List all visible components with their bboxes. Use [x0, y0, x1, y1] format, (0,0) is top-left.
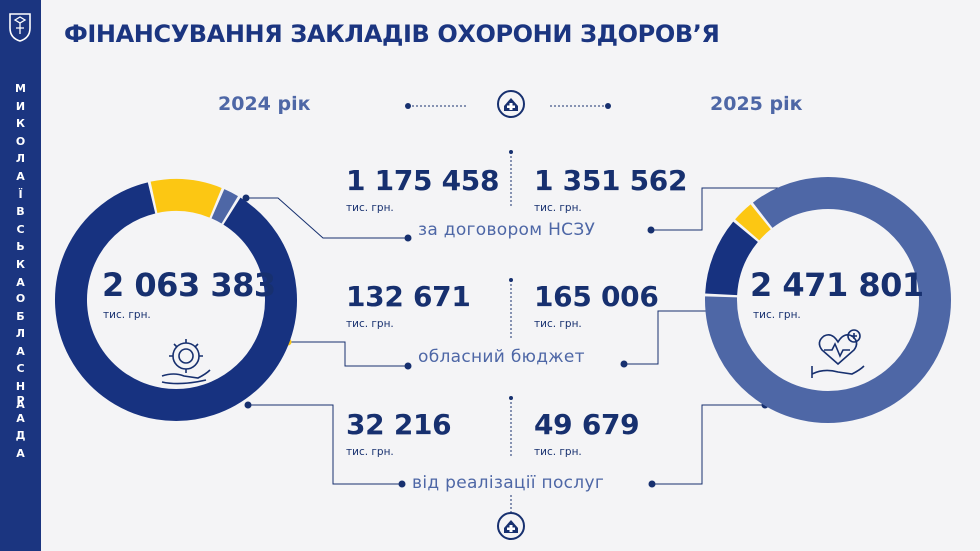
sidebar-letter: Р — [16, 394, 25, 407]
total-2024: 2 063 383 — [102, 266, 276, 304]
donut-2024 — [55, 179, 297, 421]
sidebar-letter: Д — [15, 429, 26, 443]
unit-2024-oblast: тис. грн. — [346, 318, 394, 330]
total-2025: 2 471 801 — [750, 266, 924, 304]
sidebar-letter: К — [16, 257, 25, 271]
sidebar-letter: С — [16, 222, 25, 236]
value-2024-oblast: 132 671 — [346, 280, 471, 313]
unit-2025-oblast: тис. грн. — [534, 318, 582, 330]
value-2025-oblast: 165 006 — [534, 280, 659, 313]
unit-2024-services: тис. грн. — [346, 446, 394, 458]
sidebar-letter: Б — [16, 309, 25, 323]
unit-2024-nszu: тис. грн. — [346, 202, 394, 214]
donut-2025-nszu-segment — [705, 177, 951, 423]
value-2025-services: 49 679 — [534, 408, 640, 441]
sidebar-letter: В — [16, 205, 25, 219]
donut-2024-services-segment — [211, 189, 238, 224]
donut-2024-oblast-segment — [150, 179, 222, 218]
sidebar-letter: А — [16, 411, 25, 425]
donut-2024-nszu-segment — [55, 182, 297, 421]
sidebar-letter: А — [16, 344, 25, 358]
sidebar-letter: С — [16, 362, 25, 376]
coat-of-arms-icon — [9, 13, 31, 42]
donut-2025 — [705, 177, 951, 423]
value-2024-nszu: 1 175 458 — [346, 164, 500, 197]
year-label-right: 2025 рік — [710, 93, 803, 115]
total-2024-unit: тис. грн. — [103, 309, 151, 321]
sidebar-letter: М — [15, 82, 26, 95]
sidebar-letter: Ь — [16, 240, 25, 254]
year-label-left: 2024 рік — [218, 93, 311, 115]
donut-2025-oblast-segment — [735, 204, 772, 241]
sidebar-letter: Н — [15, 379, 26, 393]
sidebar-letter: О — [15, 134, 26, 148]
category-nszu: за договором НСЗУ — [418, 220, 596, 240]
sidebar-letter: А — [16, 275, 25, 289]
category-oblast: обласний бюджет — [418, 347, 585, 367]
sidebar-letter: И — [15, 99, 26, 113]
sidebar-letter: Л — [15, 152, 26, 166]
page-title: ФІНАНСУВАННЯ ЗАКЛАДІВ ОХОРОНИ ЗДОРОВ’Я — [64, 20, 720, 48]
sidebar-letter: О — [15, 292, 26, 305]
sidebar-letter: А — [16, 446, 25, 460]
category-services: від реалізації послуг — [412, 473, 605, 493]
unit-2025-nszu: тис. грн. — [534, 202, 582, 214]
sidebar-letter: Ї — [18, 187, 23, 201]
unit-2025-services: тис. грн. — [534, 446, 582, 458]
sidebar-letter: А — [16, 397, 25, 411]
sidebar-letter: К — [16, 117, 25, 131]
value-2025-nszu: 1 351 562 — [534, 164, 688, 197]
total-2025-unit: тис. грн. — [753, 309, 801, 321]
value-2024-services: 32 216 — [346, 408, 452, 441]
sidebar-letter: Л — [15, 327, 26, 341]
sidebar-letter: А — [16, 169, 25, 183]
donut-2025-services-segment — [705, 221, 759, 296]
